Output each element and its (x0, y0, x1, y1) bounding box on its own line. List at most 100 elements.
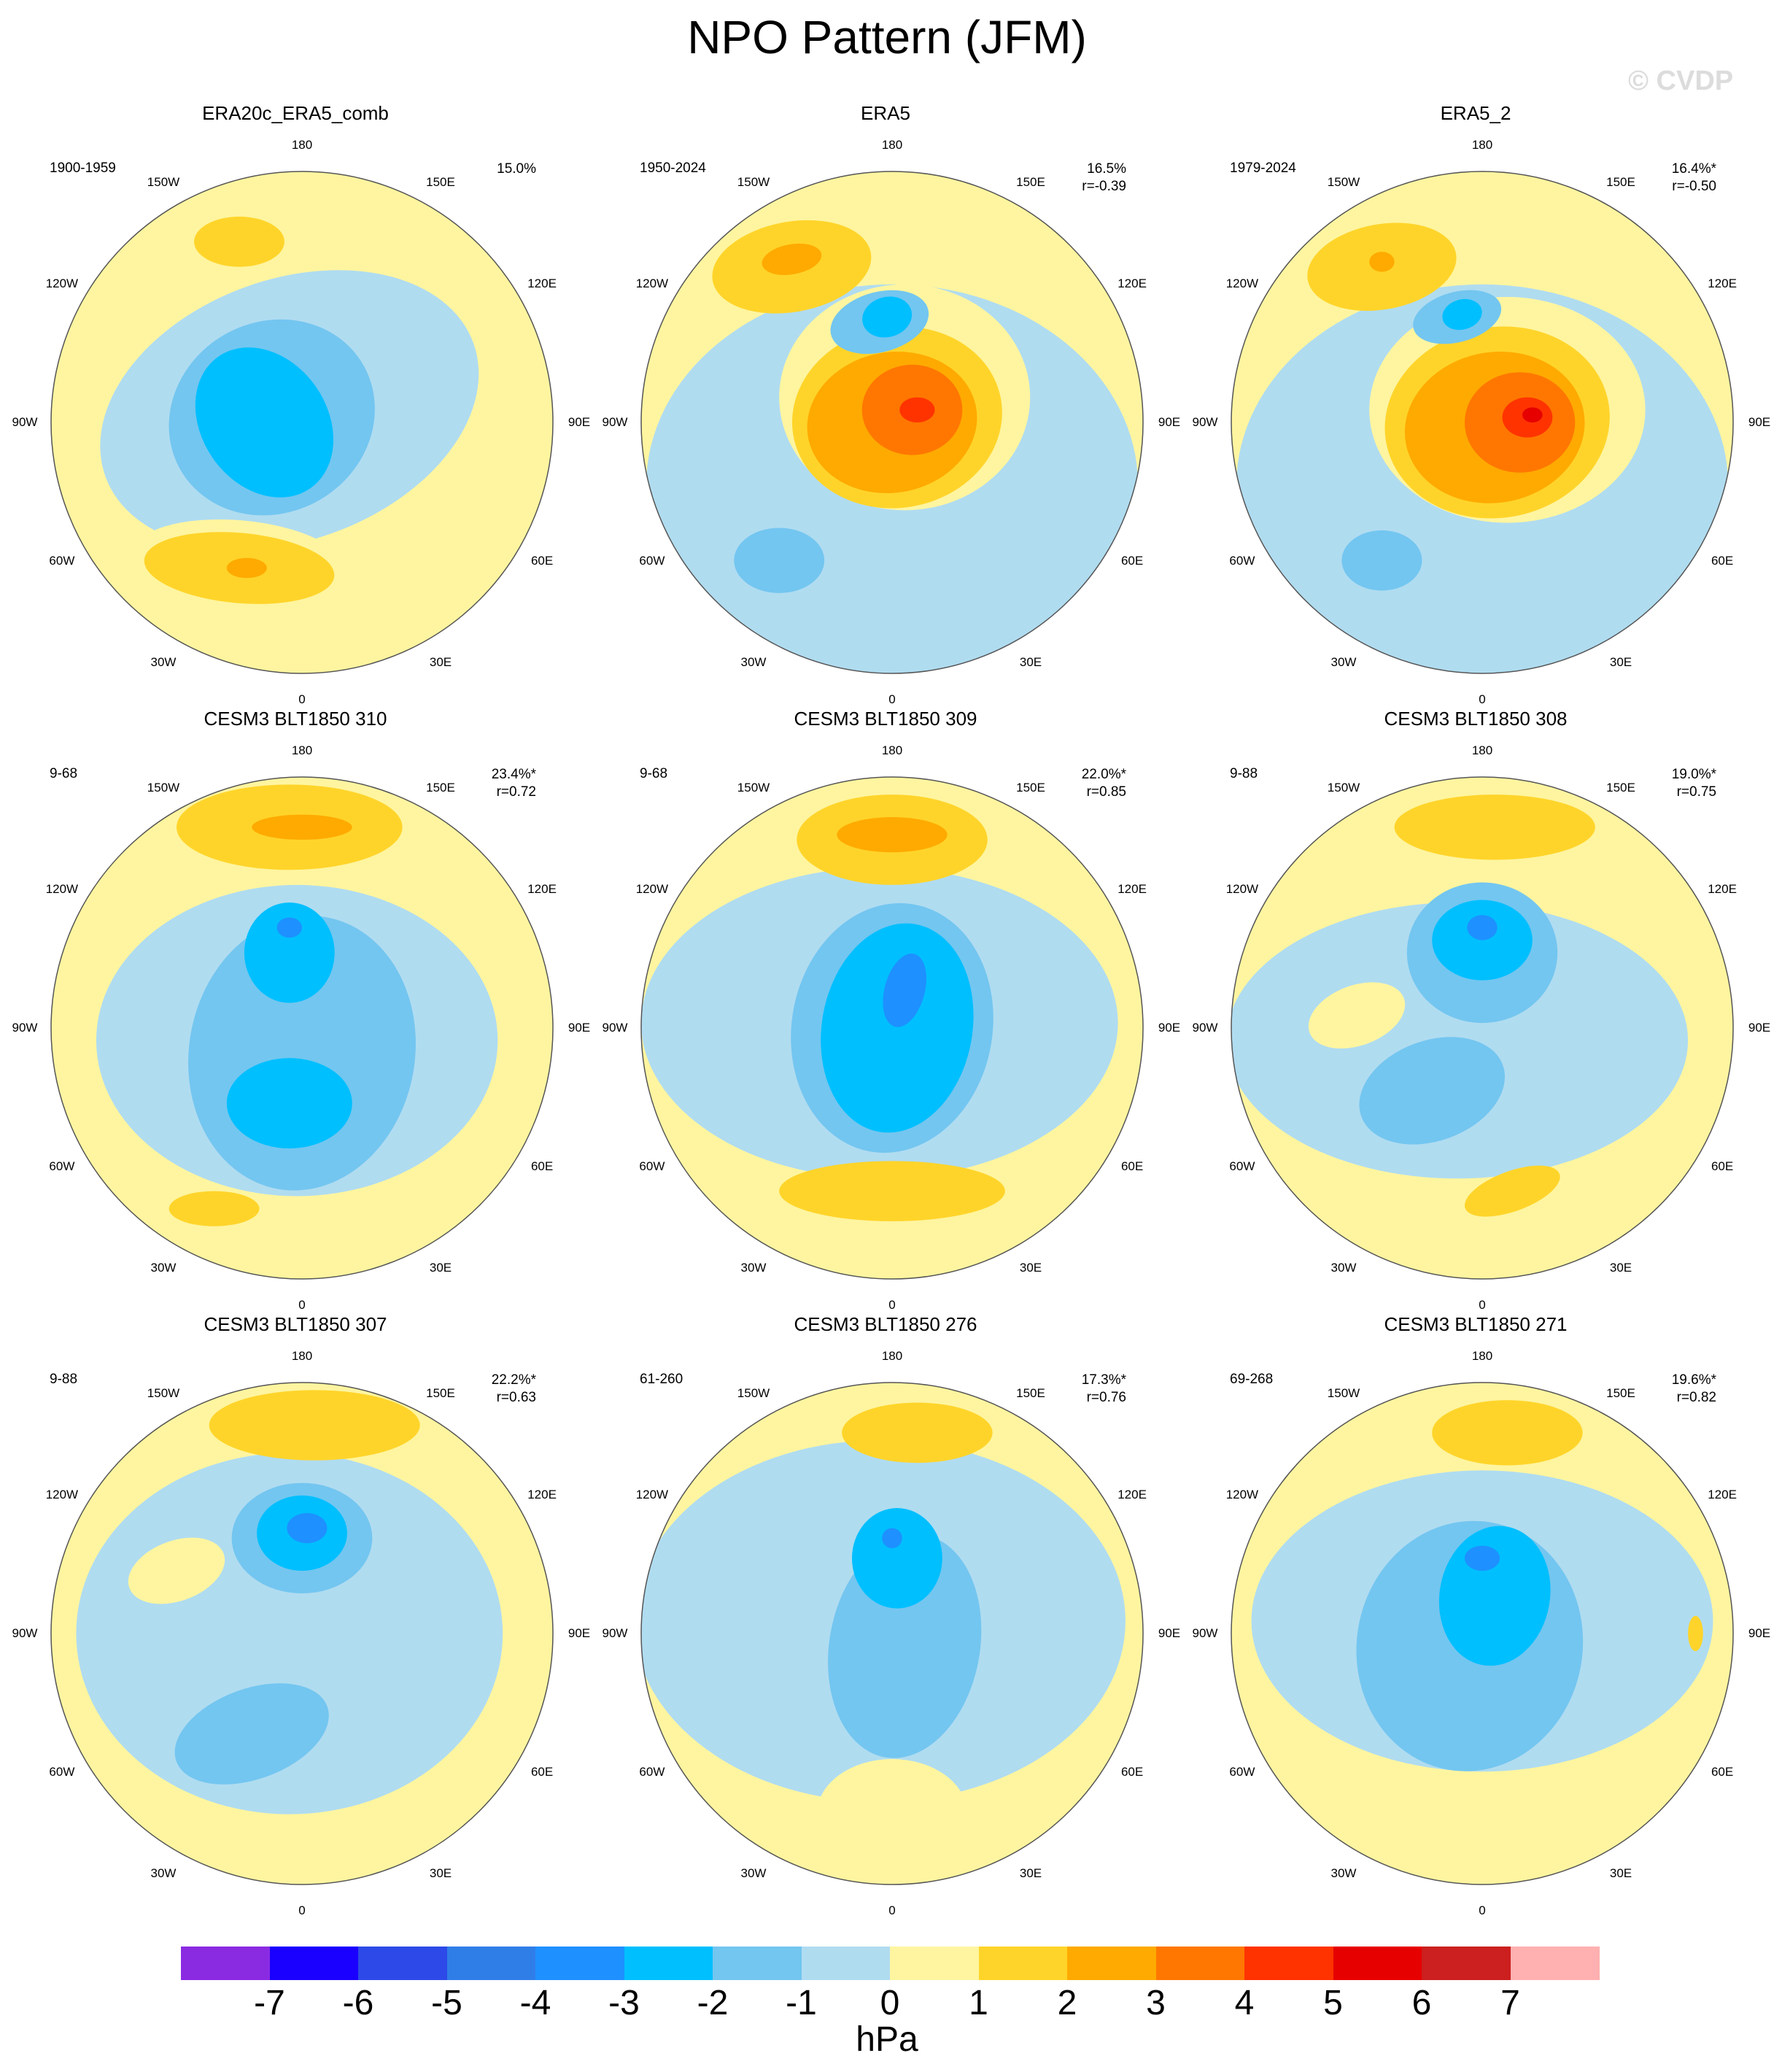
longitude-label: 150E (1016, 174, 1045, 189)
longitude-label: 30W (150, 1261, 177, 1275)
panel-variance: 16.4%* (1671, 161, 1716, 177)
longitude-label: 150W (1327, 174, 1360, 189)
colorbar-cell (1422, 1947, 1511, 1980)
longitude-label: 90W (1192, 415, 1218, 429)
longitude-label: 90W (1192, 1021, 1218, 1035)
anomaly-contour (1394, 795, 1595, 860)
longitude-label: 30E (1609, 1866, 1632, 1881)
contour-field (51, 171, 553, 673)
longitude-label: 0 (1479, 1903, 1486, 1917)
chart-title: NPO Pattern (JFM) (687, 11, 1087, 63)
longitude-label: 150E (1606, 174, 1635, 189)
panel-title: CESM3 BLT1850 309 (794, 708, 977, 730)
colorbar-tick-label: -1 (786, 1984, 817, 2022)
anomaly-contour (779, 1161, 1005, 1221)
longitude-label: 180 (291, 743, 313, 757)
longitude-label: 60E (530, 1159, 554, 1173)
colorbar-cell (978, 1947, 1068, 1980)
colorbar-tick-label: 0 (880, 1984, 900, 2022)
colorbar-tick-label: 1 (969, 1984, 988, 2022)
map-border (50, 776, 554, 1280)
longitude-label: 150E (1606, 780, 1635, 795)
colorbar (181, 1947, 1600, 1980)
polar-map (1231, 171, 1734, 674)
longitude-label: 0 (888, 1298, 896, 1312)
longitude-label: 60E (1120, 1765, 1144, 1779)
longitude-label: 90E (1158, 1626, 1181, 1640)
longitude-label: 60E (1711, 1159, 1734, 1173)
contour-field (1231, 1383, 1733, 1884)
polar-map (50, 171, 554, 674)
anomaly-contour (169, 1191, 260, 1226)
longitude-label: 90W (12, 415, 38, 429)
anomaly-contour (734, 527, 825, 593)
colorbar-cell (269, 1947, 359, 1980)
panel-variance: 19.6%* (1671, 1372, 1716, 1388)
longitude-label: 120E (527, 882, 557, 896)
longitude-label: 60W (49, 1765, 75, 1779)
colorbar-tick-label: 7 (1500, 1984, 1520, 2022)
colorbar-tick-label: 2 (1057, 1984, 1077, 2022)
longitude-label: 60W (639, 1159, 665, 1173)
longitude-label: 60W (1229, 1159, 1255, 1173)
longitude-label: 90E (1748, 1021, 1771, 1035)
panel-correlation: r=0.85 (1086, 784, 1126, 800)
longitude-label: 0 (298, 692, 306, 706)
polar-map (1231, 1382, 1734, 1885)
longitude-label: 180 (1471, 1349, 1493, 1363)
colorbar-cell (624, 1947, 713, 1980)
anomaly-contour (1442, 298, 1482, 330)
contour-field (51, 777, 553, 1279)
anomaly-contour (1369, 252, 1395, 272)
longitude-label: 90E (1748, 1626, 1771, 1640)
longitude-label: 30E (429, 1866, 452, 1881)
map-border (1231, 776, 1734, 1280)
colorbar-cell (1510, 1947, 1600, 1980)
panel-years: 69-268 (1230, 1372, 1274, 1387)
panel-correlation: r=0.75 (1676, 784, 1716, 800)
colorbar-cell (535, 1947, 624, 1980)
longitude-label: 30W (740, 1866, 767, 1881)
map-border (1231, 171, 1734, 674)
longitude-label: 180 (1471, 138, 1493, 152)
map-panel: CESM3 BLT1850 276 61-260 17.3%* r=0.76 180 15… (601, 1313, 1181, 1917)
panel-years: 1900-1959 (50, 161, 116, 176)
anomaly-contour (128, 1537, 225, 1604)
longitude-label: 150W (1327, 780, 1360, 795)
panel-variance: 22.0%* (1081, 767, 1126, 782)
colorbar-cell (446, 1947, 536, 1980)
longitude-label: 120W (1225, 277, 1259, 290)
longitude-label: 0 (888, 1903, 896, 1917)
anomaly-contour (209, 1390, 420, 1461)
panel-title: ERA20c_ERA5_comb (202, 102, 389, 124)
anomaly-contour (1341, 530, 1422, 591)
panel-correlation: r=0.63 (496, 1390, 536, 1405)
longitude-label: 120E (527, 1488, 557, 1501)
map-panel: CESM3 BLT1850 309 9-68 22.0%* r=0.85 180 150E… (601, 708, 1181, 1312)
colorbar-tick-label: -6 (342, 1984, 374, 2022)
colorbar-tick-label: -3 (608, 1984, 640, 2022)
longitude-label: 60W (1229, 1765, 1255, 1779)
panel-variance: 19.0%* (1671, 767, 1716, 782)
contour-field (641, 777, 1143, 1279)
colorbar-tick-label: 4 (1234, 1984, 1255, 2022)
longitude-label: 30E (429, 1261, 452, 1275)
polar-map (1231, 776, 1734, 1280)
longitude-label: 120E (1708, 1488, 1737, 1501)
panel-variance: 15.0% (497, 161, 536, 177)
longitude-label: 60W (1229, 554, 1255, 568)
colorbar-cell (1333, 1947, 1422, 1980)
colorbar-tick-label: -4 (519, 1984, 551, 2022)
panel-title: ERA5_2 (1440, 102, 1511, 124)
map-panel: ERA5 1950-2024 16.5% r=-0.39 180 150E 120E 90E 6… (601, 102, 1181, 706)
panel-variance: 22.2%* (491, 1372, 536, 1388)
colorbar-cell (181, 1947, 270, 1980)
longitude-label: 180 (881, 743, 903, 757)
anomaly-contour (851, 1508, 942, 1609)
map-panel: ERA20c_ERA5_comb 1900-1959 15.0% 180 150E 120… (11, 102, 591, 706)
longitude-label: 30E (429, 655, 452, 670)
longitude-label: 90W (12, 1626, 38, 1640)
polar-map (50, 1382, 554, 1885)
longitude-label: 90W (602, 1021, 628, 1035)
watermark: © CVDP (1628, 66, 1734, 96)
